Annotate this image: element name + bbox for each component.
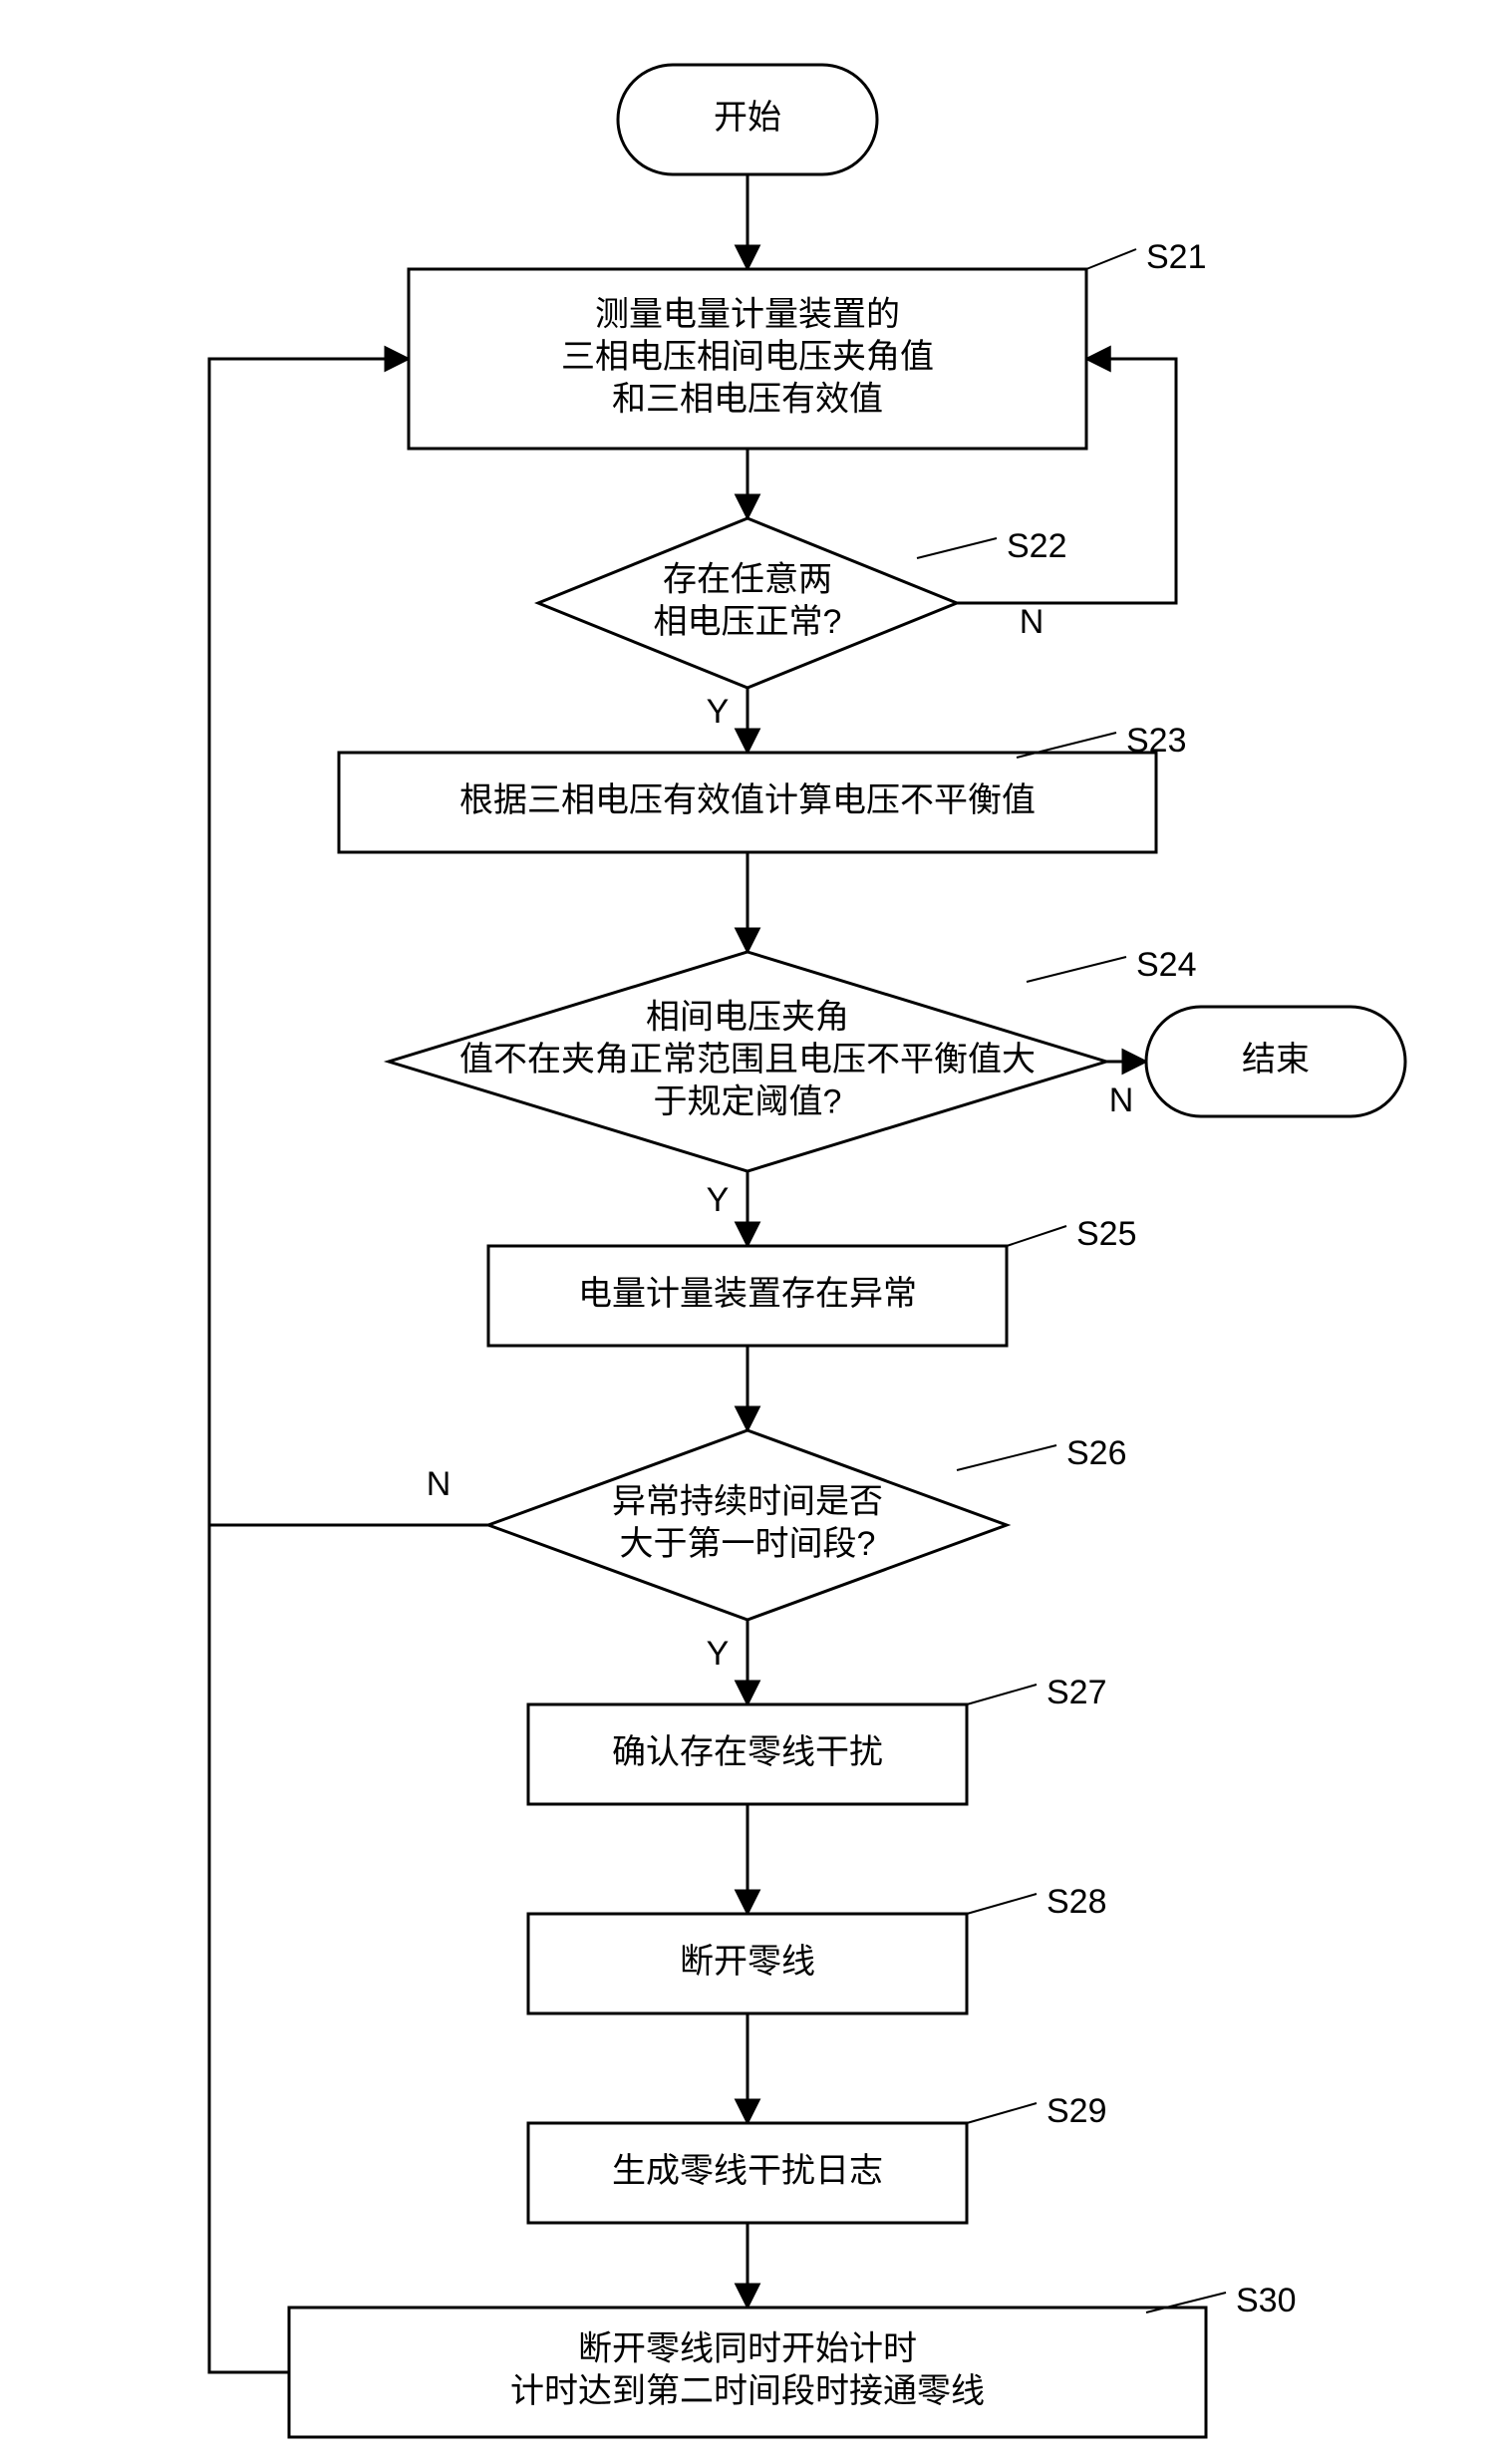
branch-label: N bbox=[1109, 1081, 1134, 1119]
node-s29: 生成零线干扰日志 bbox=[528, 2123, 967, 2223]
step-label-s22: S22 bbox=[1007, 527, 1067, 565]
svg-text:值不在夹角正常范围且电压不平衡值大: 值不在夹角正常范围且电压不平衡值大 bbox=[459, 1041, 1036, 1078]
edge-e_s30_s21 bbox=[209, 359, 289, 2372]
step-label-s25: S25 bbox=[1076, 1215, 1137, 1253]
leader-s26 bbox=[957, 1445, 1056, 1470]
svg-text:三相电压相间电压夹角值: 三相电压相间电压夹角值 bbox=[561, 338, 934, 376]
svg-text:异常持续时间是否: 异常持续时间是否 bbox=[612, 1483, 883, 1521]
leader-s29 bbox=[967, 2103, 1037, 2123]
node-s23: 根据三相电压有效值计算电压不平衡值 bbox=[339, 753, 1156, 852]
leader-s22 bbox=[917, 538, 997, 558]
svg-text:计时达到第二时间段时接通零线: 计时达到第二时间段时接通零线 bbox=[510, 2372, 985, 2410]
step-label-s23: S23 bbox=[1126, 722, 1187, 760]
leader-s28 bbox=[967, 1894, 1037, 1914]
leader-s25 bbox=[1007, 1226, 1066, 1246]
step-label-s24: S24 bbox=[1136, 946, 1197, 984]
node-s24: 相间电压夹角值不在夹角正常范围且电压不平衡值大于规定阈值? bbox=[389, 952, 1106, 1171]
branch-label: Y bbox=[707, 1181, 730, 1219]
node-start: 开始 bbox=[618, 65, 877, 174]
edge-e_s26_s21_n bbox=[209, 359, 488, 1525]
svg-text:根据三相电压有效值计算电压不平衡值: 根据三相电压有效值计算电压不平衡值 bbox=[459, 781, 1036, 819]
node-s28: 断开零线 bbox=[528, 1914, 967, 2013]
leader-s27 bbox=[967, 1685, 1037, 1704]
leader-s24 bbox=[1027, 957, 1126, 982]
node-s22: 存在任意两相电压正常? bbox=[538, 518, 957, 688]
step-label-s21: S21 bbox=[1146, 238, 1207, 276]
svg-text:确认存在零线干扰: 确认存在零线干扰 bbox=[612, 1733, 883, 1771]
node-s21: 测量电量计量装置的三相电压相间电压夹角值和三相电压有效值 bbox=[409, 269, 1086, 449]
svg-text:断开零线: 断开零线 bbox=[680, 1943, 815, 1981]
svg-text:和三相电压有效值: 和三相电压有效值 bbox=[612, 380, 883, 418]
svg-text:开始: 开始 bbox=[714, 99, 781, 137]
svg-text:生成零线干扰日志: 生成零线干扰日志 bbox=[612, 2152, 883, 2190]
svg-text:相间电压夹角: 相间电压夹角 bbox=[646, 998, 849, 1036]
step-label-s30: S30 bbox=[1236, 2282, 1297, 2319]
branch-label: Y bbox=[707, 1635, 730, 1673]
branch-label: Y bbox=[707, 693, 730, 731]
node-s25: 电量计量装置存在异常 bbox=[488, 1246, 1007, 1346]
svg-text:电量计量装置存在异常: 电量计量装置存在异常 bbox=[578, 1275, 917, 1313]
step-label-s26: S26 bbox=[1066, 1434, 1127, 1472]
branch-label: N bbox=[1020, 603, 1045, 641]
svg-text:结束: 结束 bbox=[1242, 1041, 1310, 1078]
svg-text:断开零线同时开始计时: 断开零线同时开始计时 bbox=[578, 2330, 917, 2368]
step-label-s28: S28 bbox=[1046, 1883, 1107, 1921]
node-s30: 断开零线同时开始计时计时达到第二时间段时接通零线 bbox=[289, 2308, 1206, 2437]
svg-text:相电压正常?: 相电压正常? bbox=[654, 603, 842, 641]
leader-s21 bbox=[1086, 249, 1136, 269]
step-label-s27: S27 bbox=[1046, 1674, 1107, 1711]
svg-text:存在任意两: 存在任意两 bbox=[663, 561, 832, 599]
step-label-s29: S29 bbox=[1046, 2092, 1107, 2130]
flowchart-canvas: YNYNYN 开始结束测量电量计量装置的三相电压相间电压夹角值和三相电压有效值存… bbox=[0, 0, 1495, 2464]
node-s26: 异常持续时间是否大于第一时间段? bbox=[488, 1430, 1007, 1620]
node-s27: 确认存在零线干扰 bbox=[528, 1704, 967, 1804]
branch-label: N bbox=[427, 1465, 451, 1503]
svg-text:大于第一时间段?: 大于第一时间段? bbox=[620, 1525, 876, 1563]
svg-text:测量电量计量装置的: 测量电量计量装置的 bbox=[595, 295, 900, 333]
svg-text:于规定阈值?: 于规定阈值? bbox=[654, 1082, 842, 1120]
node-end: 结束 bbox=[1146, 1007, 1405, 1116]
